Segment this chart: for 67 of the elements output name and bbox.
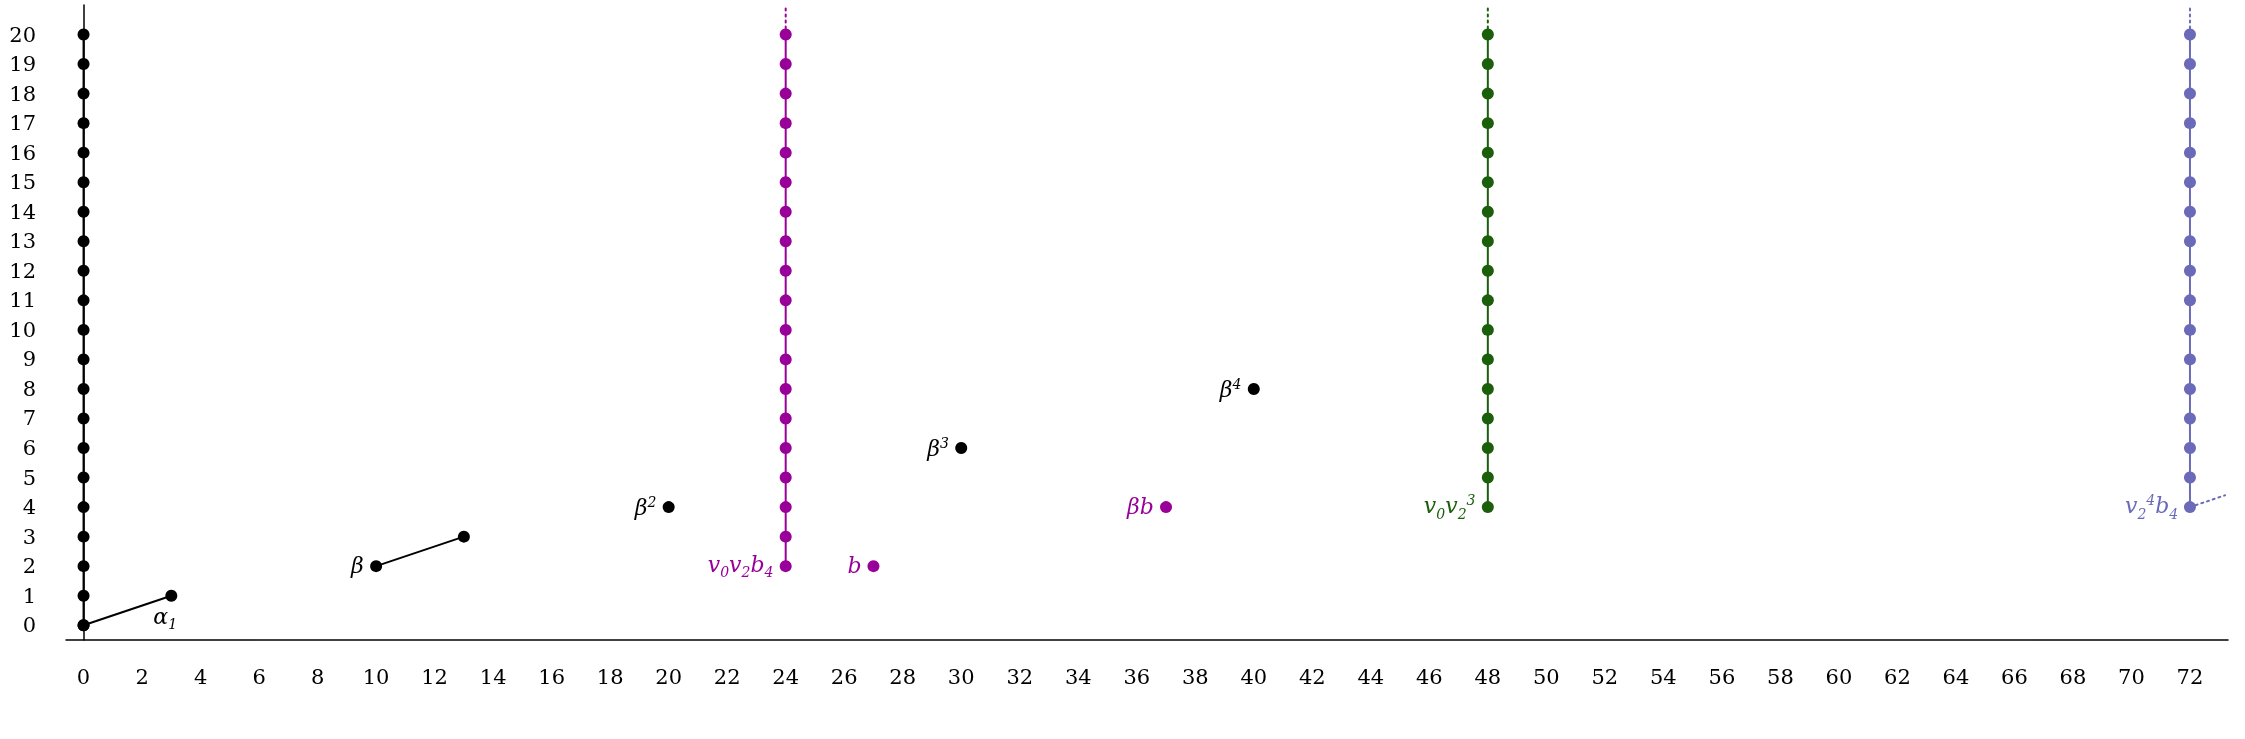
annotation: β$^{3}$: [927, 435, 949, 462]
annotation: β: [351, 553, 364, 579]
y-tick-label: 17: [9, 111, 36, 136]
x-tick-label: 20: [655, 664, 683, 689]
x-tick-label: 0: [76, 664, 91, 689]
x-tick-label: 68: [2059, 664, 2087, 689]
x-tick-label: 66: [2001, 664, 2028, 689]
x-tick-label: 56: [1708, 664, 1736, 689]
x-tick-label: 18: [596, 664, 624, 689]
x-tick-label: 26: [830, 664, 858, 689]
y-tick-label: 12: [9, 258, 36, 283]
x-tick-label: 30: [947, 664, 975, 689]
x-tick-label: 70: [2118, 664, 2145, 689]
y-tick-label: 3: [22, 524, 36, 549]
y-tick-label: 4: [22, 495, 36, 520]
y-tick-label: 9: [22, 347, 36, 372]
x-tick-label: 40: [1240, 664, 1268, 689]
x-tick-label: 54: [1650, 664, 1677, 689]
x-tick-label: 50: [1532, 664, 1560, 689]
x-tick-label: 16: [538, 664, 566, 689]
annotation: β$^{2}$: [634, 494, 657, 521]
x-tick-label: 2: [135, 664, 149, 689]
x-tick-label: 6: [252, 664, 266, 689]
y-tick-label: 19: [9, 52, 36, 77]
y-tick-label: 0: [22, 613, 36, 638]
annotation: βb: [1127, 494, 1154, 520]
y-tick-label: 1: [22, 583, 36, 608]
x-tick-label: 72: [2176, 664, 2204, 689]
x-tick-label: 64: [1942, 664, 1970, 689]
x-tick-label: 48: [1474, 664, 1502, 689]
y-tick-label: 14: [9, 199, 36, 224]
y-tick-label: 15: [9, 170, 36, 195]
x-tick-label: 44: [1357, 664, 1385, 689]
x-tick-label: 62: [1884, 664, 1911, 689]
y-tick-label: 13: [9, 229, 36, 254]
x-tick-label: 10: [362, 664, 390, 689]
annotation: β$^{4}$: [1219, 375, 1242, 403]
annotation: v$_{0}$v$_{2}$b$_{4}$: [707, 551, 774, 581]
y-tick-label: 7: [22, 406, 36, 431]
x-tick-label: 34: [1064, 664, 1092, 689]
x-tick-label: 36: [1123, 664, 1151, 689]
annotation: b: [847, 553, 862, 579]
y-tick-label: 16: [9, 140, 36, 165]
x-tick-label: 42: [1298, 664, 1326, 689]
x-tick-label: 14: [479, 664, 507, 689]
x-tick-label: 38: [1181, 664, 1209, 689]
x-tick-label: 24: [772, 664, 800, 689]
x-tick-label: 4: [193, 664, 208, 689]
y-tick-label: 8: [22, 376, 36, 401]
x-tick-label: 12: [421, 664, 448, 689]
x-tick-label: 32: [1006, 664, 1034, 689]
y-tick-label: 2: [22, 554, 36, 579]
x-tick-label: 58: [1767, 664, 1794, 689]
x-tick-label: 46: [1415, 664, 1443, 689]
annotation: α$_{1}$: [153, 603, 178, 633]
x-tick-label: 8: [310, 664, 325, 689]
y-tick-label: 6: [22, 436, 36, 461]
y-tick-label: 18: [9, 81, 36, 106]
x-tick-label: 52: [1591, 664, 1619, 689]
y-tick-label: 11: [9, 288, 36, 313]
x-tick-label: 28: [889, 664, 917, 689]
x-tick-label: 22: [713, 664, 741, 689]
y-tick-label: 20: [9, 22, 36, 47]
x-tick-label: 60: [1825, 664, 1853, 689]
annotation: v$_{2}$$^{4}$b$_{4}$: [2124, 492, 2179, 522]
y-tick-label: 10: [9, 317, 36, 342]
y-tick-label: 5: [22, 465, 36, 490]
